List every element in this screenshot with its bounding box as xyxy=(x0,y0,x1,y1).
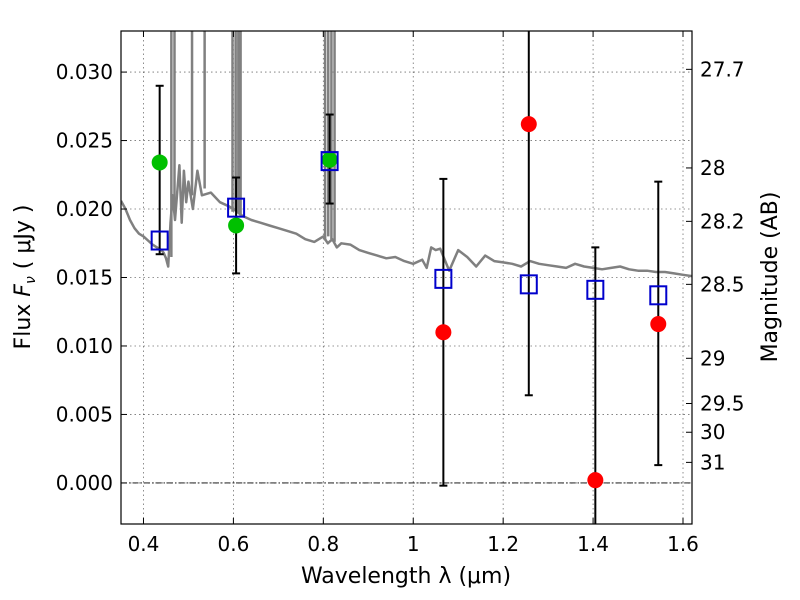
y-tick-label: 0.025 xyxy=(56,129,113,153)
axis-ticks: 0.4 0.6 0.8 1 1.2 1.4 1.6 0.000 0.005 0.010 0.015 0… xyxy=(56,31,745,556)
x-tick-label: 1.2 xyxy=(487,532,519,556)
detection-point xyxy=(151,154,168,171)
x-tick-label: 1 xyxy=(407,532,420,556)
model-photometry-square xyxy=(434,268,453,289)
x-tick-label: 1.6 xyxy=(667,532,699,556)
y2-tick-label: 30 xyxy=(700,420,725,444)
plot-area xyxy=(121,31,692,524)
non-detection-point xyxy=(435,324,452,341)
detection-point xyxy=(321,151,338,168)
x-tick-label: 0.4 xyxy=(128,532,160,556)
model-photometry-square xyxy=(649,285,668,306)
y-tick-label: 0.005 xyxy=(56,402,113,426)
grid-lines xyxy=(121,31,692,524)
y2-tick-label: 31 xyxy=(700,450,725,474)
y-tick-label: 0.030 xyxy=(56,60,113,84)
non-detection-point xyxy=(520,116,537,133)
y2-tick-label: 28.2 xyxy=(700,209,745,233)
y2-tick-label: 29.5 xyxy=(700,391,745,415)
model-photometry-square xyxy=(586,279,605,300)
y2-axis-label: Magnitude (AB) xyxy=(758,192,783,363)
y2-tick-label: 27.7 xyxy=(700,57,745,81)
y2-tick-label: 28.5 xyxy=(700,272,745,296)
x-axis-label: Wavelength λ (μm) xyxy=(301,564,511,589)
non-detection-point xyxy=(587,472,604,489)
x-tick-label: 0.6 xyxy=(217,532,249,556)
y2-tick-label: 29 xyxy=(700,346,725,370)
y-tick-label: 0.000 xyxy=(56,471,113,495)
y-axis-label: Flux Fν ( μJy ) xyxy=(11,205,39,350)
model-photometry-square xyxy=(227,197,246,218)
y-tick-label: 0.020 xyxy=(56,197,113,221)
y-tick-label: 0.015 xyxy=(56,266,113,290)
model-photometry-square xyxy=(519,274,538,295)
x-tick-label: 0.8 xyxy=(307,532,339,556)
y2-tick-label: 28 xyxy=(700,156,725,180)
x-tick-label: 1.4 xyxy=(577,532,609,556)
detection-point xyxy=(228,217,245,234)
model-photometry-square xyxy=(320,151,339,172)
non-detection-point xyxy=(650,316,667,333)
model-photometry-square xyxy=(150,230,169,251)
y-tick-label: 0.010 xyxy=(56,334,113,358)
